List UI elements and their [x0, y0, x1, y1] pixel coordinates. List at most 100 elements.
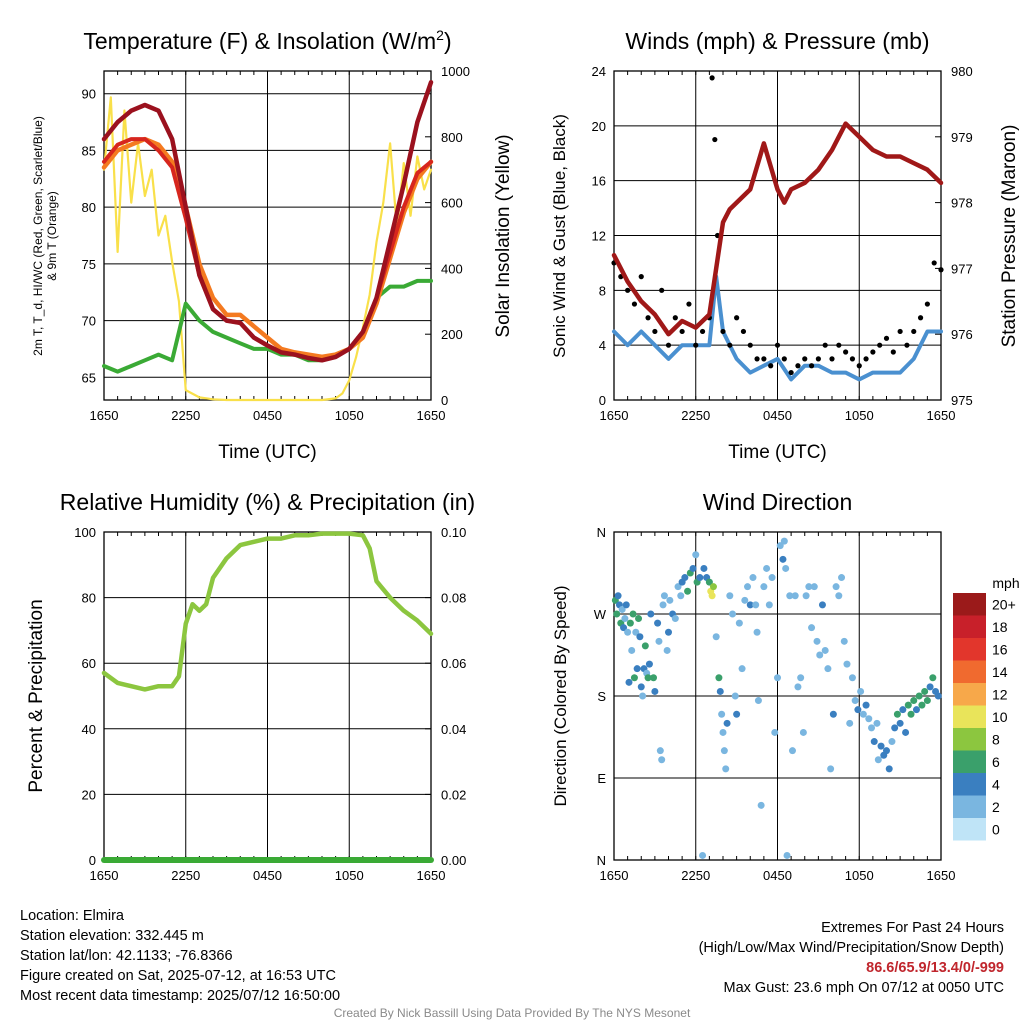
direction-point — [651, 687, 659, 695]
direction-point — [902, 728, 910, 736]
y-tick-label: N — [597, 853, 606, 868]
direction-point — [757, 801, 765, 809]
legend-swatch — [953, 728, 986, 751]
gust-point — [659, 287, 665, 293]
direction-point — [718, 710, 726, 718]
direction-point — [622, 601, 630, 609]
plot-frame — [613, 70, 942, 401]
direction-point — [625, 678, 633, 686]
x-tick-label: 1650 — [600, 868, 629, 883]
gust-point — [849, 356, 856, 362]
y-tick-label: 85 — [82, 143, 96, 158]
gust-point — [709, 75, 715, 81]
chart-title: Winds (mph) & Pressure (mb) — [625, 28, 929, 54]
x-tick-label: 2250 — [171, 408, 200, 423]
x-axis-label: Time (UTC) — [218, 442, 317, 463]
y2-tick-label: 1000 — [441, 64, 470, 79]
x-tick-label: 0450 — [763, 408, 792, 423]
x-tick-label: 1050 — [845, 408, 874, 423]
y-tick-label: W — [594, 607, 607, 622]
y-tick-label: 100 — [74, 525, 96, 540]
direction-point — [843, 660, 851, 668]
y-tick-label: 12 — [592, 229, 606, 244]
direction-point — [696, 574, 704, 582]
direction-point — [660, 592, 668, 600]
direction-point — [877, 742, 885, 750]
x-tick-label: 1650 — [927, 408, 956, 423]
panel-3: Relative Humidity (%) & Precipitation (i… — [26, 489, 475, 883]
direction-point — [874, 756, 882, 764]
direction-point — [893, 710, 901, 718]
direction-point — [654, 619, 662, 627]
legend-label: 18 — [992, 619, 1008, 635]
y2-tick-label: 975 — [951, 393, 973, 408]
y2-tick-label: 600 — [441, 196, 463, 211]
direction-point — [749, 574, 757, 582]
direction-point — [915, 692, 923, 700]
panel-2: Winds (mph) & Pressure (mb) 1650 2250 0450 1… — [550, 28, 1020, 463]
chart-title: Temperature (F) & Insolation (W/m2) — [83, 27, 451, 54]
y-tick-label: 20 — [82, 787, 96, 802]
legend-swatch — [953, 683, 986, 706]
y-tick-label: 60 — [82, 656, 96, 671]
direction-point — [870, 738, 878, 746]
direction-point — [783, 851, 791, 859]
gust-point — [712, 136, 718, 143]
direction-point — [699, 851, 707, 859]
direction-point — [630, 674, 638, 682]
direction-point — [674, 583, 682, 591]
direction-point — [613, 610, 621, 618]
gust-point — [877, 342, 883, 348]
direction-point — [722, 765, 730, 773]
gust-point — [924, 301, 930, 307]
gust-point — [904, 342, 910, 348]
legend-swatch — [953, 615, 986, 638]
station-info: Location: Elmira Station elevation: 332.… — [20, 906, 340, 1006]
gust-point — [734, 315, 740, 321]
gust-point — [815, 356, 821, 362]
y2-tick-label: 400 — [441, 261, 463, 276]
direction-point — [620, 624, 628, 632]
direction-point — [633, 665, 641, 673]
legend-label: 8 — [992, 731, 1000, 747]
direction-point — [731, 692, 739, 700]
direction-point — [671, 615, 679, 623]
gust-point — [911, 328, 917, 335]
gust-point — [870, 349, 876, 355]
direction-point — [636, 633, 644, 641]
y-tick-label: 90 — [82, 87, 96, 102]
gust-point — [843, 349, 849, 355]
y-tick-label: 40 — [82, 722, 96, 737]
y-tick-label: 8 — [599, 283, 606, 298]
direction-point — [832, 583, 840, 591]
direction-point — [639, 692, 647, 700]
x-tick-label: 1650 — [927, 868, 956, 883]
gust-point — [822, 342, 828, 348]
direction-point — [883, 747, 890, 755]
legend-swatch — [953, 818, 986, 841]
x-tick-label: 1050 — [845, 868, 874, 883]
direction-point — [802, 592, 810, 600]
panel-1: Temperature (F) & Insolation (W/m2) 1650 2… — [31, 27, 514, 463]
direction-point — [868, 724, 876, 732]
x-tick-label: 2250 — [171, 868, 200, 883]
series-heat-index-line — [101, 80, 434, 363]
direction-point — [655, 637, 663, 645]
direction-point — [752, 601, 760, 609]
x-tick-label: 0450 — [763, 868, 792, 883]
direction-point — [647, 610, 655, 618]
direction-point — [794, 683, 802, 691]
direction-point — [684, 587, 692, 595]
legend-label: 16 — [992, 641, 1008, 657]
gust-point — [917, 315, 924, 321]
direction-point — [733, 710, 741, 718]
direction-point — [735, 619, 743, 627]
legend-swatch — [953, 773, 986, 796]
chart-title: Wind Direction — [703, 489, 853, 515]
gust-point — [699, 328, 706, 335]
series-rh-line — [101, 531, 434, 692]
direction-point — [626, 619, 634, 627]
gust-point — [665, 342, 672, 348]
x-tick-label: 2250 — [681, 868, 710, 883]
